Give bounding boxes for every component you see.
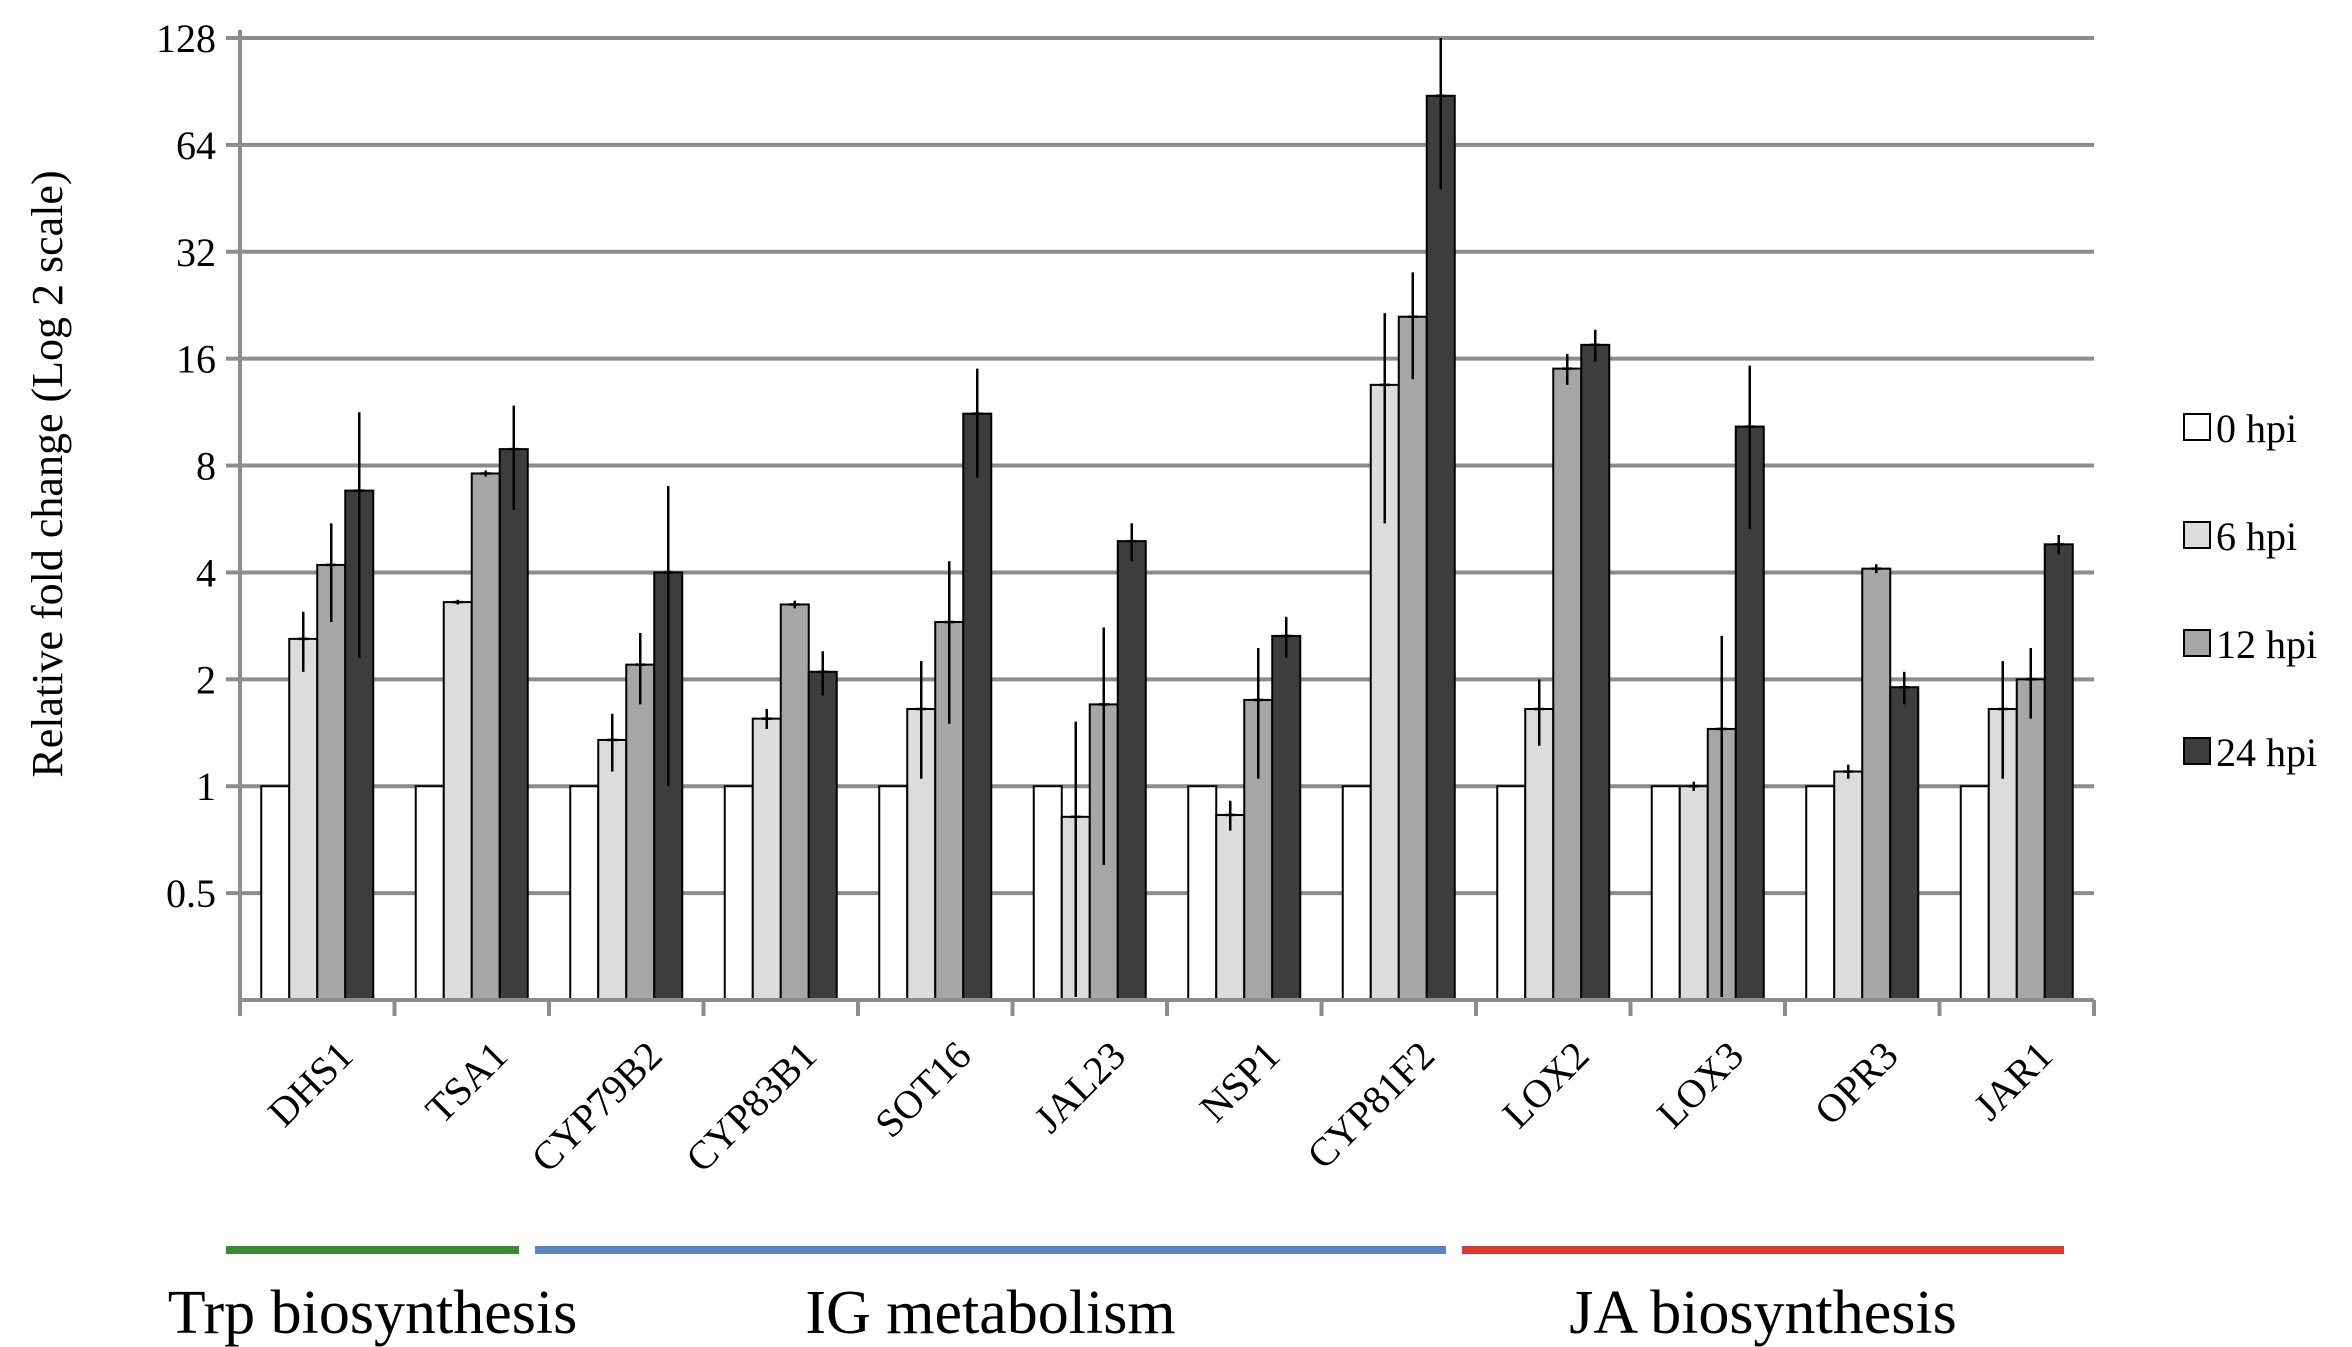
y-tick-label: 16 (176, 337, 216, 382)
bar-opr3-0-hpi (1805, 785, 1836, 1001)
error-bars (298, 38, 2064, 997)
legend-label-12-hpi: 12 hpi (2216, 622, 2317, 667)
bar-jar1-24-hpi (2043, 543, 2074, 1001)
y-tick-label: 128 (156, 16, 216, 61)
gene-groups: Trp biosynthesis IG metabolism JA biosynth… (168, 1246, 2064, 1347)
y-tick-label: 2 (196, 657, 216, 702)
y-tick-label: 8 (196, 444, 216, 489)
x-tick-label-jar1: JAR1 (1965, 1033, 2061, 1129)
gridlines (240, 36, 2094, 896)
x-tick-label-nsp1: NSP1 (1191, 1033, 1289, 1131)
x-tick-label-lox2: LOX2 (1494, 1033, 1598, 1137)
bar-opr3-12-hpi (1861, 567, 1892, 1001)
bar-cyp79b2-6-hpi (597, 738, 628, 1001)
bar-jar1-0-hpi (1959, 785, 1990, 1001)
axes (226, 30, 2096, 1016)
x-tick-label-dhs1: DHS1 (259, 1033, 362, 1136)
y-tick-label: 64 (176, 123, 216, 168)
bar-tsa1-12-hpi (470, 472, 501, 1001)
bars (260, 94, 2074, 1002)
bar-nsp1-24-hpi (1271, 634, 1302, 1001)
bar-tsa1-0-hpi (414, 785, 445, 1001)
x-tick-label-sot16: SOT16 (866, 1033, 980, 1147)
bar-cyp79b2-12-hpi (625, 663, 656, 1001)
bar-lox2-24-hpi (1580, 343, 1611, 1001)
bar-jar1-12-hpi (2015, 678, 2046, 1001)
x-tick-label-cyp83b1: CYP83B1 (677, 1033, 825, 1181)
y-tick-labels: 0.5 1 2 4 8 16 32 64 128 (156, 16, 216, 916)
legend-swatch-24-hpi (2183, 737, 2211, 765)
x-tick-label-cyp79b2: CYP79B2 (522, 1033, 670, 1181)
bar-opr3-24-hpi (1889, 686, 1920, 1001)
bar-dhs1-0-hpi (260, 785, 291, 1001)
legend-label-0-hpi: 0 hpi (2216, 406, 2297, 451)
bar-nsp1-0-hpi (1187, 785, 1218, 1001)
legend-label-24-hpi: 24 hpi (2216, 730, 2317, 775)
group-label-ig-metabolism: IG metabolism (805, 1279, 1175, 1347)
bar-dhs1-6-hpi (288, 637, 319, 1001)
y-tick-label: 32 (176, 230, 216, 275)
x-tick-label-jal23: JAL23 (1025, 1033, 1134, 1142)
legend: 0 hpi 6 hpi 12 hpi 24 hpi (2183, 406, 2317, 775)
bar-cyp81f2-24-hpi (1425, 94, 1456, 1001)
y-tick-label: 0.5 (166, 871, 216, 916)
x-tick-label-tsa1: TSA1 (417, 1033, 516, 1132)
legend-swatch-0-hpi (2183, 413, 2211, 441)
bar-sot16-0-hpi (878, 785, 909, 1001)
bar-jal23-0-hpi (1032, 785, 1063, 1001)
bar-cyp81f2-0-hpi (1341, 785, 1372, 1001)
group-label-ja-biosynthesis: JA biosynthesis (1569, 1279, 1957, 1347)
bar-tsa1-24-hpi (498, 448, 529, 1001)
bar-opr3-6-hpi (1833, 770, 1864, 1001)
y-axis-label: Relative fold change (Log 2 scale) (23, 170, 72, 777)
group-label-trp-biosynthesis: Trp biosynthesis (168, 1279, 577, 1347)
bar-dhs1-12-hpi (316, 563, 347, 1001)
y-tick-label: 4 (196, 550, 216, 595)
x-tick-label-opr3: OPR3 (1806, 1033, 1907, 1134)
bar-jal23-24-hpi (1116, 540, 1147, 1002)
bar-lox2-6-hpi (1524, 707, 1555, 1002)
bar-cyp83b1-12-hpi (779, 603, 810, 1001)
bar-sot16-24-hpi (962, 412, 993, 1001)
x-tick-label-lox3: LOX3 (1648, 1033, 1752, 1137)
bar-cyp83b1-24-hpi (807, 670, 838, 1001)
bar-cyp83b1-0-hpi (723, 785, 754, 1001)
legend-swatch-6-hpi (2183, 521, 2211, 549)
legend-label-6-hpi: 6 hpi (2216, 514, 2297, 559)
bar-lox2-0-hpi (1496, 785, 1527, 1001)
x-tick-label-cyp81f2: CYP81F2 (1298, 1033, 1443, 1178)
bar-tsa1-6-hpi (442, 601, 473, 1001)
bar-cyp79b2-0-hpi (569, 785, 600, 1001)
bar-cyp81f2-12-hpi (1397, 315, 1428, 1001)
bar-lox3-6-hpi (1678, 785, 1709, 1001)
bar-nsp1-6-hpi (1215, 813, 1246, 1001)
bar-lox2-12-hpi (1552, 367, 1583, 1001)
x-tick-labels: DHS1 TSA1 CYP79B2 CYP83B1 SOT16 JAL23 NSP1 CYP8… (259, 1033, 2061, 1181)
bar-cyp83b1-6-hpi (751, 717, 782, 1001)
legend-swatch-12-hpi (2183, 629, 2211, 657)
bar-lox3-0-hpi (1650, 785, 1681, 1001)
y-tick-label: 1 (196, 764, 216, 809)
